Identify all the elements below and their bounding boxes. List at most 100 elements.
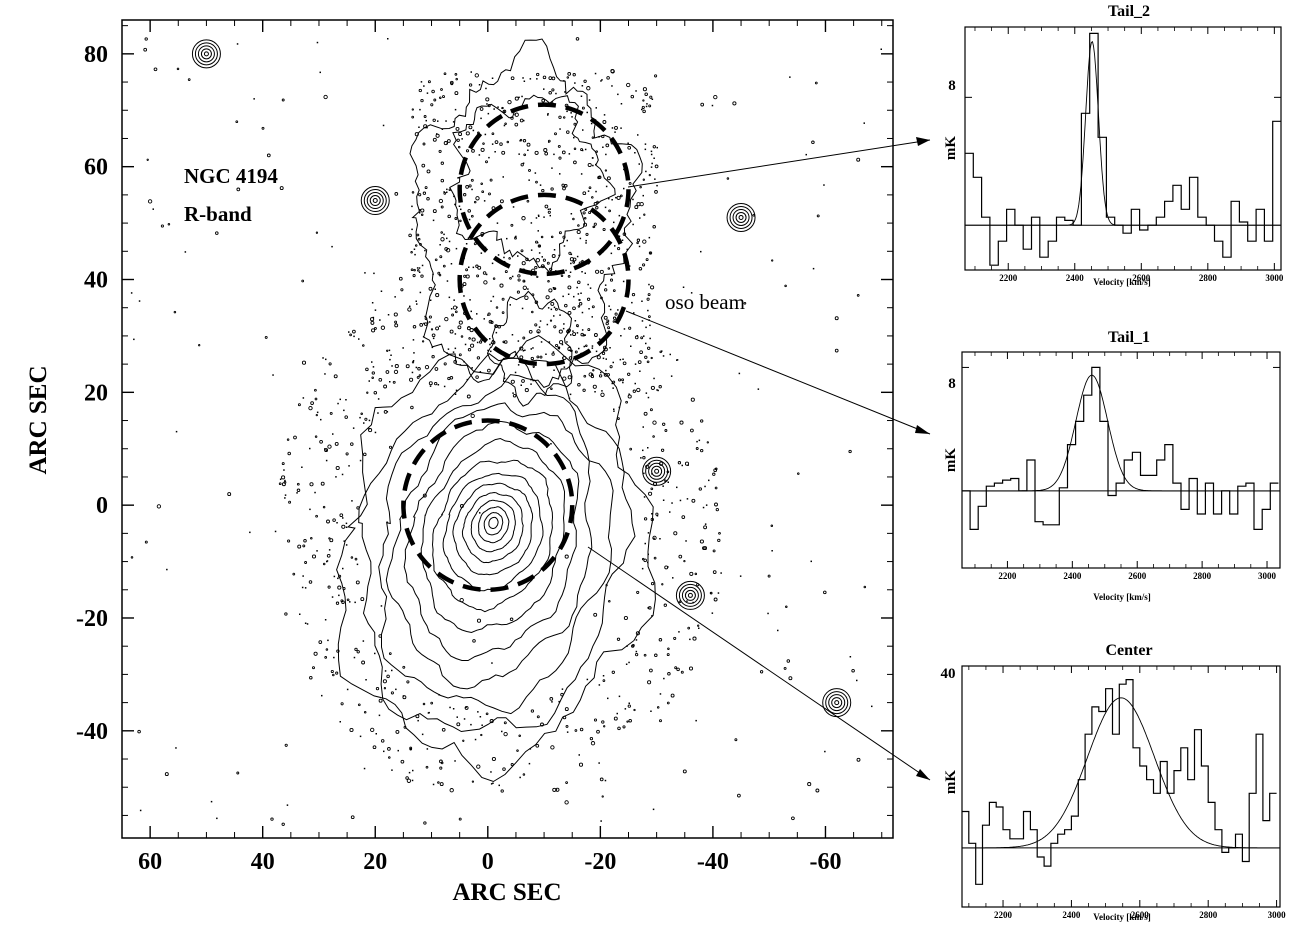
noise-speck (583, 374, 587, 378)
noise-speck (279, 186, 284, 191)
noise-speck (630, 345, 632, 347)
noise-speck (650, 166, 653, 168)
noise-speck (606, 76, 610, 80)
noise-speck (467, 348, 472, 352)
noise-speck (522, 285, 527, 290)
noise-speck (656, 184, 658, 187)
noise-speck (424, 186, 428, 190)
noise-speck (590, 741, 596, 746)
noise-speck (578, 762, 584, 767)
noise-speck (432, 337, 435, 340)
noise-speck (569, 271, 572, 273)
noise-speck (623, 615, 628, 621)
spectrum-x-tick-label: 2200 (999, 273, 1018, 283)
noise-speck (488, 156, 490, 159)
noise-speck (565, 781, 568, 784)
noise-speck (611, 127, 614, 129)
noise-speck (422, 493, 427, 498)
noise-speck (705, 504, 708, 506)
spectrum-x-tick-label: 2600 (1131, 910, 1150, 920)
noise-speck (683, 559, 686, 563)
noise-speck (470, 214, 474, 218)
noise-speck (440, 205, 444, 209)
noise-speck (387, 38, 389, 40)
noise-speck (604, 169, 608, 172)
noise-speck (311, 554, 317, 559)
noise-speck (421, 163, 426, 168)
noise-speck (335, 601, 340, 605)
noise-speck (422, 191, 427, 195)
noise-speck (669, 353, 671, 356)
noise-speck (608, 197, 610, 200)
noise-speck (767, 574, 771, 578)
noise-speck (687, 464, 689, 466)
noise-speck (572, 306, 576, 311)
noise-speck (570, 262, 572, 265)
noise-speck (321, 694, 323, 697)
noise-speck (585, 344, 588, 347)
noise-speck (490, 350, 492, 353)
noise-speck (370, 317, 375, 322)
noise-speck (435, 326, 440, 331)
noise-speck (388, 756, 391, 759)
noise-speck (737, 793, 741, 798)
noise-speck (578, 302, 583, 306)
noise-speck (468, 83, 473, 87)
noise-speck (330, 669, 334, 674)
noise-speck (650, 385, 655, 390)
noise-speck (674, 666, 678, 670)
noise-speck (786, 659, 791, 663)
noise-speck (654, 653, 658, 658)
noise-speck (680, 670, 684, 674)
noise-speck (414, 244, 418, 247)
contour-level (403, 420, 580, 661)
noise-speck (627, 145, 632, 150)
noise-speck (424, 322, 428, 326)
noise-speck (538, 252, 541, 254)
noise-speck (137, 729, 141, 734)
noise-speck (471, 318, 473, 320)
noise-speck (696, 440, 698, 443)
noise-speck (601, 720, 605, 724)
field-star (372, 198, 378, 204)
noise-speck (501, 730, 503, 733)
noise-speck (638, 245, 641, 248)
noise-speck (643, 558, 647, 563)
noise-speck (577, 305, 581, 308)
noise-speck (479, 340, 483, 344)
noise-speck (426, 197, 430, 201)
noise-speck (487, 312, 491, 316)
noise-speck (281, 462, 285, 466)
noise-speck (458, 817, 462, 821)
noise-speck (639, 185, 642, 189)
noise-speck (301, 466, 303, 468)
noise-speck (811, 140, 815, 145)
noise-speck (402, 695, 407, 700)
noise-speck (187, 78, 191, 81)
field-star (360, 186, 390, 216)
spectrum-x-tick-label: 2400 (1066, 273, 1085, 283)
noise-speck (588, 308, 590, 310)
noise-speck (503, 124, 506, 127)
noise-speck (550, 301, 555, 306)
noise-speck (462, 282, 467, 287)
noise-speck (175, 430, 178, 433)
noise-speck (302, 575, 304, 577)
noise-speck (476, 764, 481, 769)
noise-speck (443, 72, 447, 76)
noise-speck (387, 314, 390, 316)
noise-speck (471, 367, 473, 369)
noise-speck (537, 214, 540, 217)
noise-speck (633, 312, 635, 314)
noise-speck (332, 433, 334, 435)
noise-speck (568, 349, 571, 352)
noise-speck (510, 379, 515, 384)
noise-speck (629, 447, 633, 451)
noise-speck (771, 259, 774, 262)
noise-speck (386, 674, 390, 679)
noise-speck (552, 787, 557, 792)
tail-contour (449, 94, 616, 275)
noise-speck (390, 354, 392, 356)
noise-speck (175, 747, 177, 749)
noise-speck (429, 321, 431, 323)
